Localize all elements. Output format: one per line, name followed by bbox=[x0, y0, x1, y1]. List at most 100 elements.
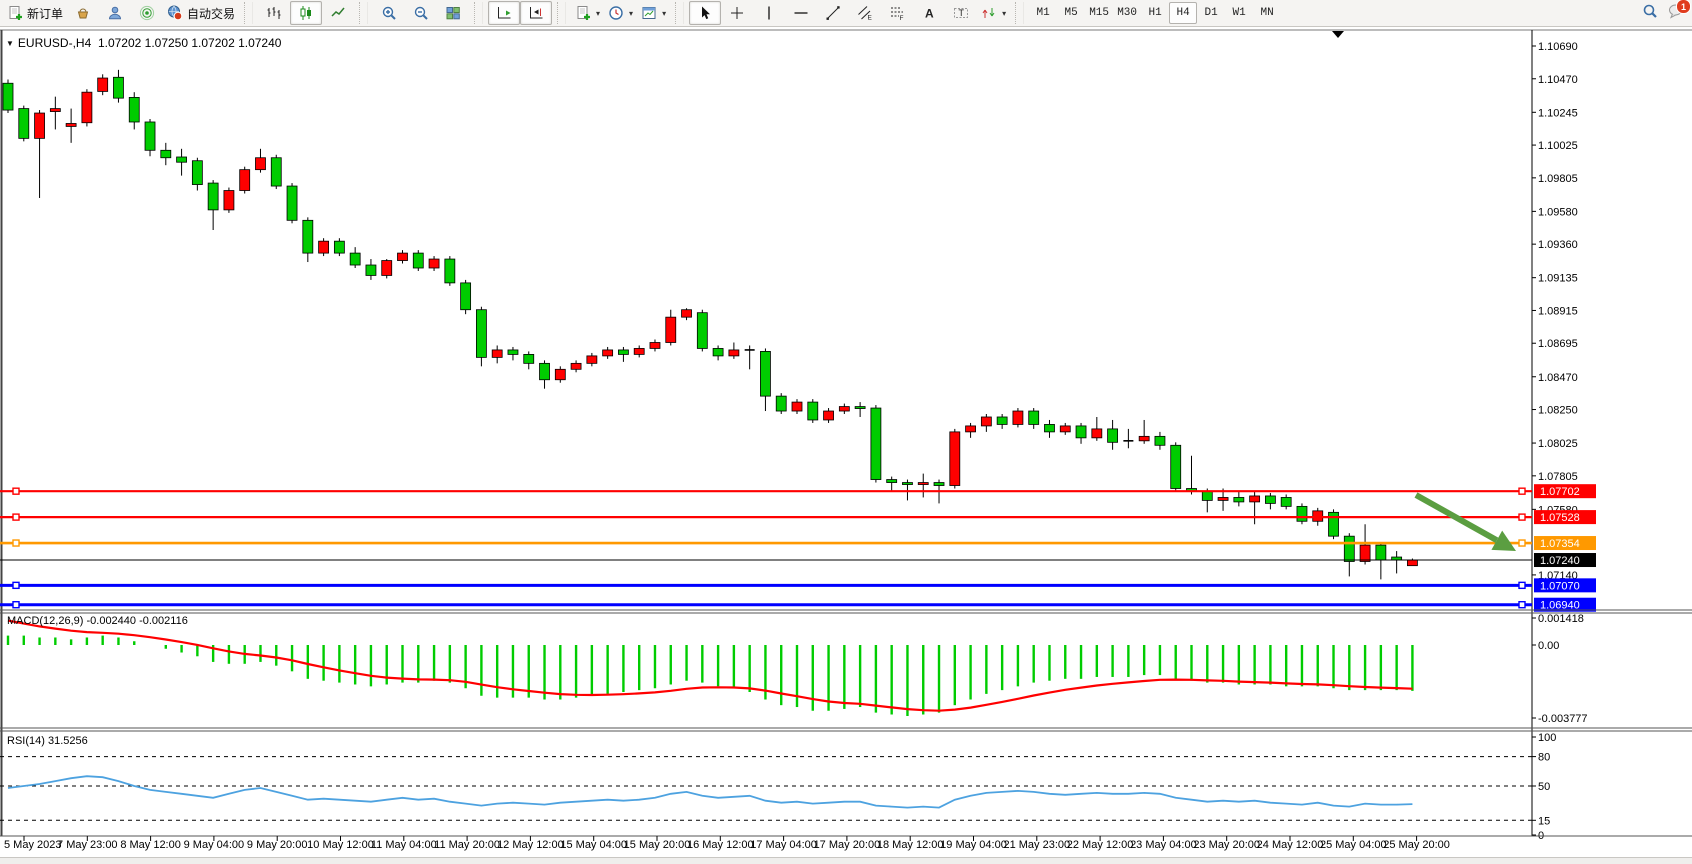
time-tick-label: 8 May 12:00 bbox=[120, 839, 181, 851]
candle-body bbox=[239, 169, 251, 191]
period-button[interactable]: ▾ bbox=[604, 1, 637, 25]
crosshair-button[interactable] bbox=[721, 1, 753, 25]
candle-body bbox=[886, 479, 898, 483]
candle-body bbox=[1217, 497, 1229, 501]
timeframe-button-m5[interactable]: M5 bbox=[1064, 7, 1078, 19]
timeframe-button-d1[interactable]: D1 bbox=[1204, 7, 1218, 19]
time-tick-label: 15 May 20:00 bbox=[624, 839, 691, 851]
candle-body bbox=[949, 431, 961, 486]
candle-body bbox=[507, 349, 519, 355]
zoom-in-button[interactable] bbox=[373, 1, 405, 25]
candle-body bbox=[649, 342, 661, 349]
vline-button[interactable] bbox=[753, 1, 785, 25]
candle-body bbox=[807, 401, 819, 421]
line-handle[interactable] bbox=[1518, 581, 1526, 590]
label-button[interactable]: T bbox=[945, 1, 977, 25]
price-axis-flag: 1.07528 bbox=[1534, 510, 1596, 525]
candle-chart-button[interactable] bbox=[290, 1, 323, 25]
auto-scroll-button[interactable] bbox=[488, 1, 521, 25]
chevron-down-icon: ▼ bbox=[6, 39, 14, 48]
style-bucket-button[interactable] bbox=[67, 1, 99, 25]
price-tick-label: 1.09580 bbox=[1538, 206, 1578, 218]
chart-shift-marker-icon[interactable] bbox=[1332, 31, 1344, 38]
person-icon bbox=[109, 6, 122, 20]
time-tick-label: 21 May 23:00 bbox=[1003, 839, 1070, 851]
candle-body bbox=[475, 309, 487, 358]
line-handle[interactable] bbox=[12, 539, 20, 547]
channel-icon: E bbox=[858, 6, 873, 21]
timeframe-button-w1[interactable]: W1 bbox=[1232, 7, 1246, 19]
candle-body bbox=[554, 368, 566, 381]
window-bottom-strip bbox=[0, 857, 1692, 864]
candle-body bbox=[65, 123, 77, 127]
line-handle[interactable] bbox=[1518, 487, 1526, 495]
candle-body bbox=[1012, 410, 1024, 425]
price-tick-label: 1.09805 bbox=[1538, 173, 1578, 185]
ohlc-quote-label: 1.07202 1.07250 1.07202 1.07240 bbox=[97, 36, 282, 50]
chart-shift-button[interactable] bbox=[520, 1, 553, 25]
fibonacci-button[interactable]: F bbox=[881, 1, 913, 25]
timeframe-button-mn[interactable]: MN bbox=[1260, 7, 1274, 19]
tile-windows-button[interactable] bbox=[437, 1, 469, 25]
chat-button[interactable]: 1 bbox=[1668, 0, 1691, 24]
macd-axis-label: 0.001418 bbox=[1538, 613, 1584, 625]
text-button[interactable]: A bbox=[913, 1, 945, 25]
candle-body bbox=[1233, 497, 1245, 503]
svg-text:F: F bbox=[900, 15, 904, 21]
candle-body bbox=[318, 240, 330, 254]
candle-body bbox=[728, 349, 740, 357]
line-handle[interactable] bbox=[12, 487, 20, 495]
macd-signal-line bbox=[7, 619, 1413, 712]
line-handle[interactable] bbox=[12, 581, 20, 590]
timeframe-button-m30[interactable]: M30 bbox=[1117, 7, 1137, 19]
trend-arrow-head[interactable] bbox=[1491, 530, 1516, 551]
candle-body bbox=[618, 349, 629, 355]
trendline-button[interactable] bbox=[817, 1, 849, 25]
svg-text:1.07354: 1.07354 bbox=[1540, 538, 1580, 550]
time-tick-label: 17 May 04:00 bbox=[750, 839, 817, 851]
time-tick-label: 25 May 04:00 bbox=[1320, 839, 1387, 851]
hline-button[interactable] bbox=[785, 1, 817, 25]
search-icon[interactable] bbox=[1642, 3, 1658, 24]
template-button[interactable]: ▾ bbox=[637, 1, 670, 25]
line-handle[interactable] bbox=[12, 513, 20, 521]
timeframe-button-h1[interactable]: H1 bbox=[1148, 7, 1162, 19]
line-handle[interactable] bbox=[1518, 513, 1526, 521]
bucket-icon bbox=[77, 8, 89, 19]
cursor-button[interactable] bbox=[689, 1, 722, 25]
trend-arrow[interactable] bbox=[1414, 492, 1499, 543]
bar-chart-button[interactable] bbox=[258, 1, 290, 25]
signals-button[interactable] bbox=[131, 1, 163, 25]
crosshair-icon bbox=[731, 7, 744, 19]
candle-body bbox=[255, 157, 266, 171]
arrows-button[interactable]: ▾ bbox=[977, 1, 1010, 25]
line-handle[interactable] bbox=[1518, 601, 1526, 609]
zoom-out-button[interactable] bbox=[405, 1, 437, 25]
new-order-button[interactable]: 新订单 bbox=[3, 1, 67, 25]
toolbar-group-tools: E F A T ▾ bbox=[686, 0, 1013, 26]
svg-text:1.06940: 1.06940 bbox=[1540, 600, 1580, 612]
candle-body bbox=[113, 76, 124, 99]
autotrading-button[interactable]: 自动交易 bbox=[163, 1, 239, 25]
candle-body bbox=[1107, 428, 1118, 443]
price-tick-label: 1.08025 bbox=[1538, 438, 1578, 450]
channel-button[interactable]: E bbox=[849, 1, 881, 25]
new-chart-button[interactable]: ▾ bbox=[571, 1, 604, 25]
line-chart-button[interactable] bbox=[322, 1, 354, 25]
dropdown-caret-icon: ▾ bbox=[596, 8, 601, 18]
line-handle[interactable] bbox=[1518, 539, 1526, 547]
candle-body bbox=[349, 252, 361, 266]
candle-body bbox=[665, 316, 677, 343]
chart-canvas[interactable]: 1.10690 1.10470 1.10245 1.10025 1.09805 1.095… bbox=[0, 27, 1692, 864]
profile-button[interactable] bbox=[99, 1, 131, 25]
timeframe-button-m15[interactable]: M15 bbox=[1089, 7, 1109, 19]
candle-body bbox=[302, 219, 314, 254]
timeframe-button-m1[interactable]: M1 bbox=[1036, 7, 1050, 19]
svg-text:1.07240: 1.07240 bbox=[1540, 555, 1580, 567]
labelT-icon: T bbox=[954, 8, 969, 18]
timeframe-button-h4[interactable]: H4 bbox=[1169, 2, 1198, 24]
line-handle[interactable] bbox=[12, 601, 20, 609]
macd-axis-label: -0.003777 bbox=[1538, 713, 1588, 725]
toolbar-separator bbox=[557, 2, 567, 24]
